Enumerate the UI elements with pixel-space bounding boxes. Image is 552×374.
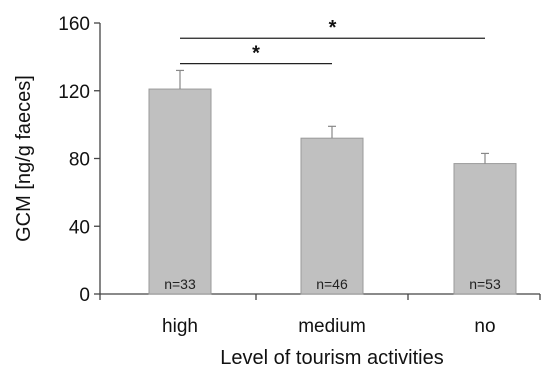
y-tick-label: 0 [79, 285, 90, 306]
bars-group: n=33 high n=46 medium n=53 no [148, 69, 517, 337]
y-tick-label: 120 [58, 82, 90, 103]
bar-high [148, 88, 212, 295]
y-tick-label: 40 [69, 217, 90, 238]
y-tick-label: 160 [58, 14, 90, 35]
x-axis-title: Level of tourism activities [220, 347, 443, 369]
sample-size-label: n=33 [164, 276, 196, 292]
sample-size-label: n=46 [316, 276, 348, 292]
y-tick-label: 80 [69, 150, 90, 171]
x-tick-label-medium: medium [298, 316, 366, 337]
bar-medium [300, 137, 364, 295]
x-tick-label-no: no [474, 316, 495, 337]
significance-star: * [252, 43, 260, 65]
significance-star: * [329, 17, 337, 39]
x-tick-label-high: high [162, 316, 198, 337]
y-axis-title: GCM [ng/g faeces] [13, 75, 35, 242]
bar-no [453, 163, 517, 295]
significance-group: ** [180, 17, 485, 65]
sample-size-label: n=53 [469, 276, 501, 292]
